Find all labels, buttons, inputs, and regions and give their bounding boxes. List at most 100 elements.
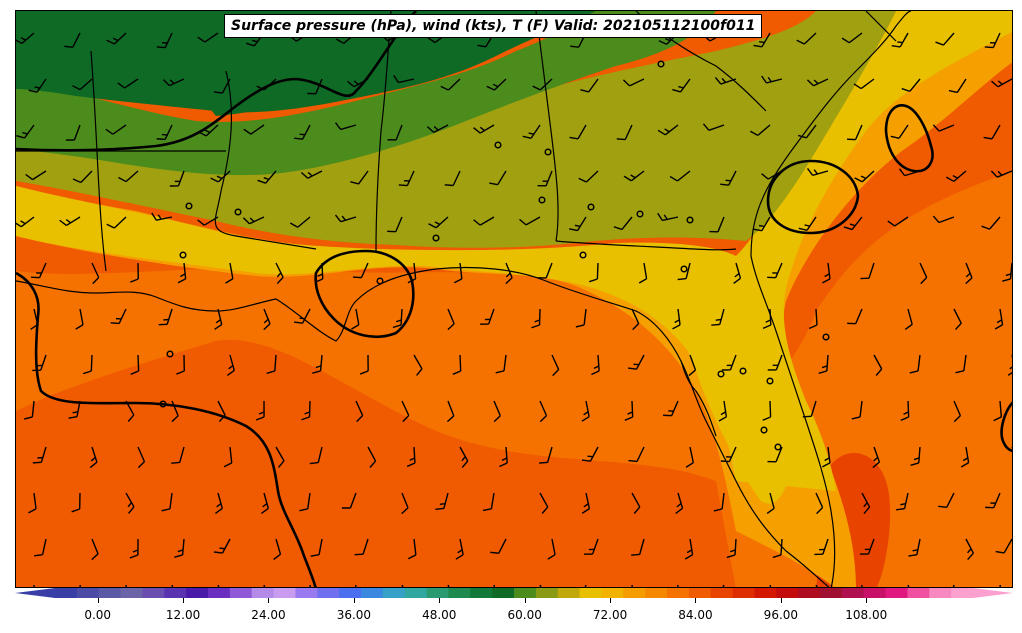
wind-barb [28, 78, 47, 93]
wind-barb [68, 400, 81, 419]
wind-barb [860, 262, 875, 280]
wind-barb [532, 78, 553, 91]
wind-barb [628, 354, 645, 370]
wind-barb [798, 216, 817, 231]
wind-barb [846, 124, 863, 141]
isobar-high-mobile [314, 249, 415, 339]
wind-barb [853, 78, 875, 90]
wind-barb [293, 308, 311, 324]
isobar-atlantic-north [884, 104, 934, 173]
calm-station-marker [587, 203, 595, 211]
colorbar-cell [820, 588, 843, 598]
wind-barb [198, 124, 219, 137]
calm-station-marker [680, 265, 688, 273]
wind-barb [965, 538, 974, 561]
wind-barb [891, 32, 909, 48]
colorbar-cell [317, 588, 340, 598]
wind-barb [822, 446, 831, 468]
wind-barb [162, 78, 185, 87]
wind-barb [16, 124, 35, 139]
wind-barb [300, 170, 323, 179]
colorbar-tick-mark [183, 598, 185, 603]
calm-station-marker [717, 370, 725, 378]
wind-barb [685, 446, 694, 468]
wind-barb [631, 308, 640, 331]
wind-barb [733, 262, 742, 285]
calm-station-marker [579, 251, 587, 259]
wind-barb [105, 124, 127, 135]
wind-barb [761, 170, 783, 180]
colorbar-cell [98, 588, 122, 598]
wind-barb [818, 354, 829, 375]
wind-barb [537, 262, 553, 279]
wind-barb [226, 354, 235, 377]
wind-barb [815, 492, 824, 515]
wind-barb [767, 446, 783, 463]
colorbar-cell [76, 588, 100, 598]
wind-barb [578, 170, 599, 183]
colorbar-cell [120, 588, 143, 598]
wind-barb [672, 308, 681, 330]
wind-barb [718, 400, 728, 422]
wind-barb [118, 170, 139, 183]
wind-barb [214, 492, 223, 515]
colorbar-cell [448, 588, 471, 598]
colorbar-tick-label: 36.00 [336, 608, 372, 622]
calm-station-marker [739, 367, 747, 375]
wind-barb [677, 262, 691, 281]
wind-barb [806, 78, 829, 87]
colorbar-cell [426, 588, 449, 598]
wind-barb [932, 124, 955, 132]
wind-barb [890, 124, 909, 139]
wind-barb [991, 78, 1012, 88]
calm-station-marker [432, 234, 440, 242]
wind-barb [243, 124, 265, 135]
wind-barb [223, 446, 233, 468]
wind-barb [197, 32, 219, 43]
colorbar-cell [251, 588, 275, 598]
wind-barb [909, 354, 921, 374]
wind-barb [1007, 354, 1012, 376]
wind-barb [312, 354, 323, 374]
colorbar-tick-mark [439, 598, 441, 603]
wind-barb [761, 75, 783, 84]
wind-barb [34, 538, 47, 557]
wind-barb [314, 262, 324, 283]
colorbar-tick-label: 96.00 [763, 608, 799, 622]
temperature-band-mid-60s [16, 11, 896, 248]
isobar-gulf-west [16, 271, 317, 587]
colorbar-cell [164, 588, 187, 598]
temperature-colorbar [15, 588, 1013, 598]
colorbar-max-arrow [973, 588, 1013, 598]
colorbar-cell [470, 588, 493, 598]
wind-barb [938, 492, 955, 508]
wind-barb [71, 492, 81, 513]
wind-barb [983, 124, 1001, 140]
wind-barb [714, 77, 737, 85]
colorbar-tick-label: 0.00 [84, 608, 112, 622]
wind-barb [575, 308, 587, 328]
wind-barb [413, 354, 423, 376]
colorbar-cell [798, 588, 821, 598]
wind-barb [171, 400, 179, 423]
atlantic-coastline [750, 11, 912, 587]
state-border-al-ga [535, 11, 559, 242]
wind-barb [859, 538, 875, 555]
wind-barb [861, 492, 871, 514]
wind-barb [275, 262, 284, 285]
wind-barb [798, 124, 817, 139]
wind-barb [551, 354, 560, 377]
wind-barb [711, 308, 725, 326]
wind-barb [713, 492, 725, 512]
wind-barb [726, 538, 737, 559]
wind-barb [341, 492, 357, 509]
calm-station-marker [185, 202, 193, 210]
calm-station-marker [159, 400, 167, 408]
calm-station-marker [179, 251, 187, 259]
wind-barb [334, 122, 357, 131]
wind-barb [581, 492, 591, 514]
wind-barb [985, 492, 1001, 509]
calm-station-marker [774, 443, 782, 451]
wind-barb [158, 308, 173, 326]
colorbar-cell [535, 588, 559, 598]
